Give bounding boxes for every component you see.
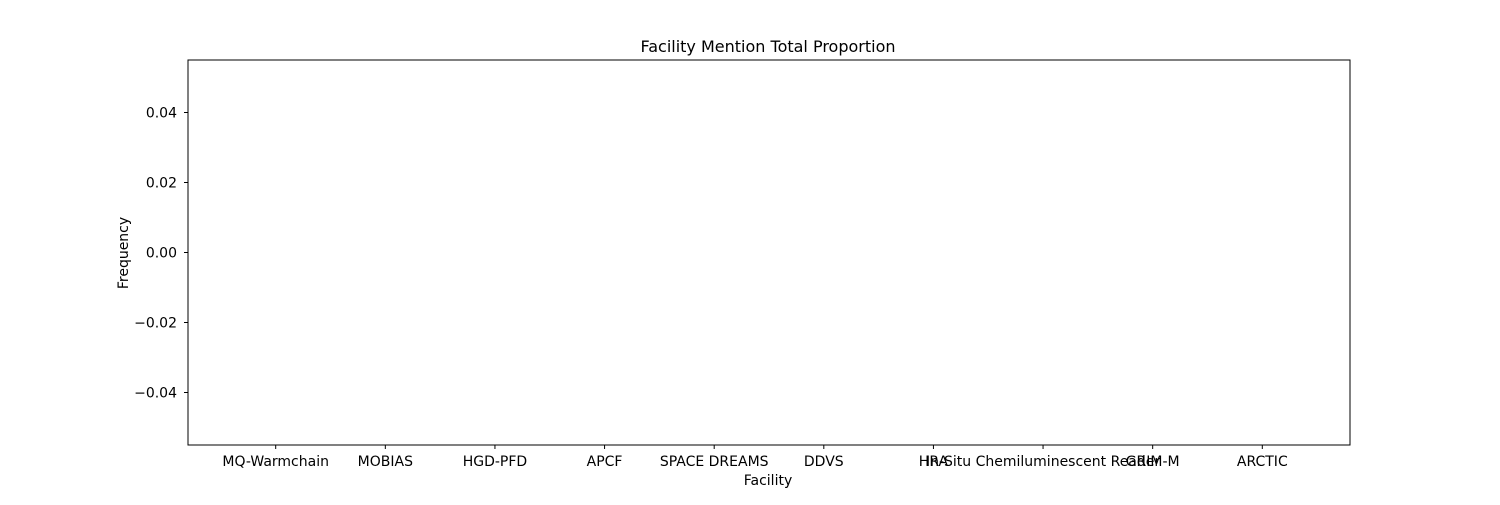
chart-title: Facility Mention Total Proportion [640,37,895,56]
y-tick-label: −0.04 [134,386,177,402]
x-tick-label: MQ-Warmchain [222,454,329,470]
y-axis: −0.04 −0.02 0.00 0.02 0.04 [134,106,188,402]
x-axis: MQ-Warmchain MOBIAS HGD-PFD APCF SPACE DREAM… [222,445,1288,470]
x-tick-label: MOBIAS [358,454,413,470]
x-tick-label: ARCTIC [1237,454,1288,470]
x-tick-label: DDVS [804,454,844,470]
x-tick-label: GRIM-M [1126,454,1180,470]
x-tick-label: In-Situ Chemiluminescent Reader [926,454,1160,470]
y-tick-label: 0.04 [146,106,177,122]
y-axis-label: Frequency [116,217,132,289]
y-tick-label: −0.02 [134,316,177,332]
x-tick-label: APCF [587,454,623,470]
y-tick-label: 0.02 [146,176,177,192]
plot-area [187,59,1351,446]
x-tick-label: HRA [919,454,949,470]
x-axis-label: Facility [744,473,793,489]
y-tick-label: 0.00 [146,246,177,262]
x-tick-label: SPACE DREAMS [660,454,769,470]
x-tick-label: HGD-PFD [463,454,527,470]
